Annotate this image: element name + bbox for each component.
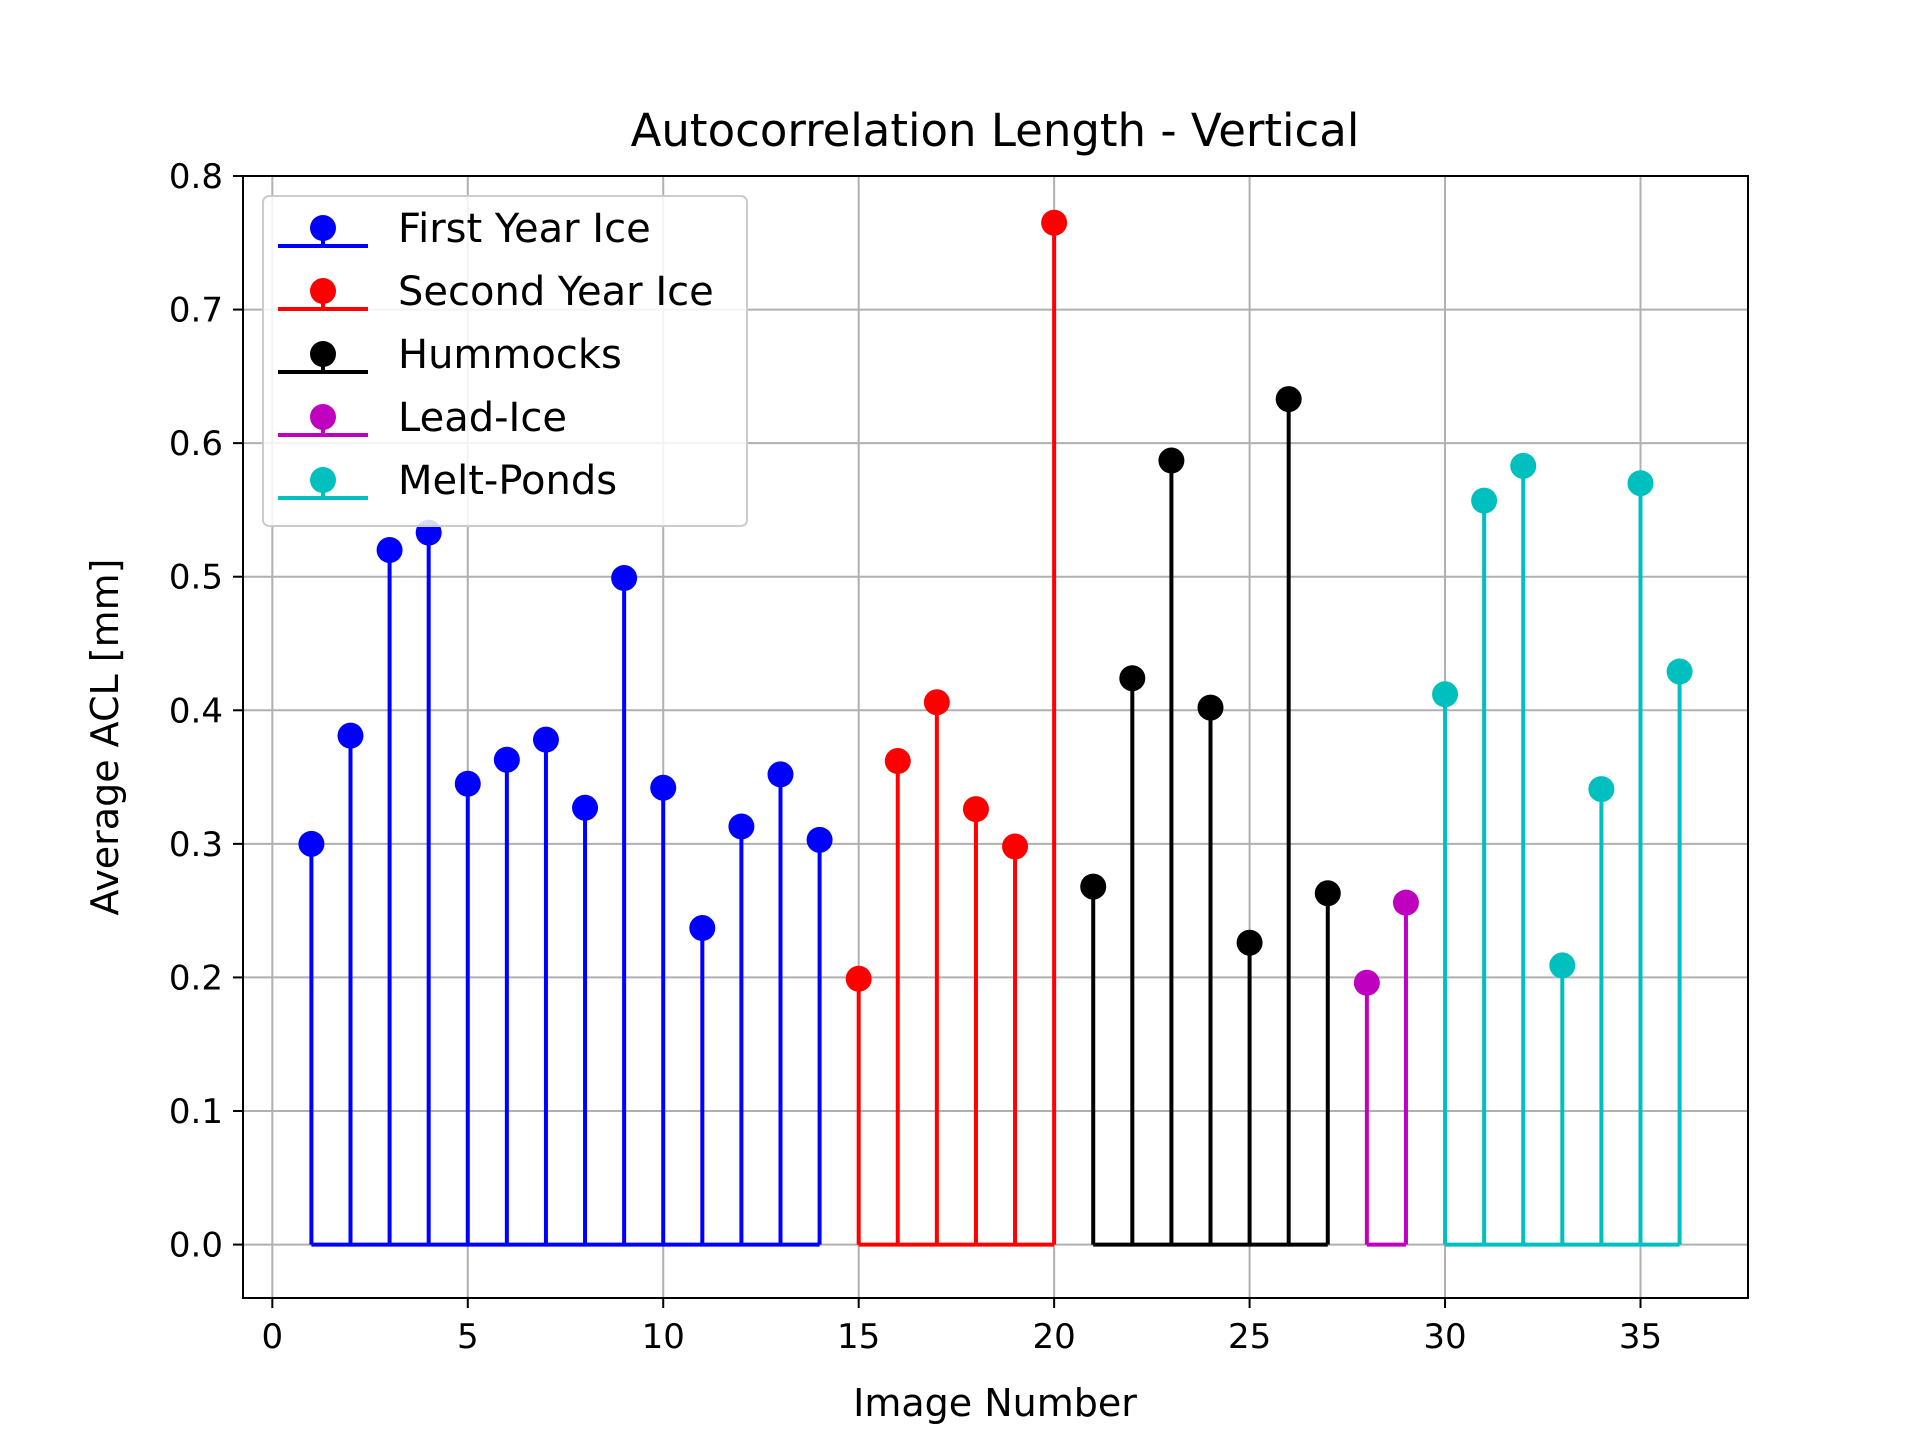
legend-label: Second Year Ice: [398, 269, 714, 315]
stem-marker: [1197, 694, 1224, 721]
stem-marker: [728, 813, 755, 840]
stem-marker: [1275, 386, 1302, 413]
legend-swatch-marker: [310, 278, 336, 304]
stem-marker: [1002, 833, 1029, 860]
stem-marker: [650, 774, 677, 801]
stem-marker: [1666, 658, 1693, 685]
stems: [309, 222, 1682, 1245]
x-tick-label: 15: [837, 1317, 880, 1357]
y-axis-ticks: 0.0 0.1 0.2 0.3 0.4 0.5 0.6 0.7 0.8: [169, 157, 243, 1266]
stem-marker: [376, 537, 403, 563]
legend-label: Lead-Ice: [398, 395, 567, 441]
stem-marker: [1080, 873, 1107, 900]
stem-marker: [298, 830, 325, 857]
y-tick-label: 0.7: [169, 291, 223, 331]
legend-swatch-marker: [310, 215, 336, 241]
stem-marker: [1471, 487, 1498, 514]
y-tick-label: 0.2: [169, 958, 223, 998]
stem-marker: [572, 794, 599, 821]
x-axis-label: Image Number: [853, 1381, 1137, 1425]
stem-marker: [532, 726, 559, 753]
legend-label: First Year Ice: [398, 206, 651, 252]
stem-marker: [337, 722, 364, 749]
y-tick-label: 0.4: [169, 691, 223, 731]
stem-marker: [806, 826, 833, 853]
y-tick-label: 0.0: [169, 1226, 223, 1266]
x-tick-label: 10: [642, 1317, 685, 1357]
stem-marker: [962, 796, 989, 823]
x-tick-label: 25: [1228, 1317, 1271, 1357]
x-tick-label: 30: [1423, 1317, 1466, 1357]
legend-box: [262, 195, 748, 527]
chart-title: Autocorrelation Length - Vertical: [631, 104, 1360, 157]
stem-marker: [611, 565, 638, 592]
stem-marker: [689, 915, 716, 942]
stem-marker: [923, 689, 950, 716]
stem-marker: [1236, 929, 1263, 956]
stem-marker: [454, 770, 481, 797]
stem-marker: [1588, 776, 1615, 803]
legend-swatch-marker: [310, 404, 336, 430]
plot-frame: [242, 175, 1749, 1299]
stem-marker: [1158, 447, 1185, 474]
legend-label: Hummocks: [398, 332, 622, 378]
stem-marker: [1314, 880, 1341, 907]
stem-marker: [493, 746, 520, 773]
x-axis-ticks: 0 5 10 15 20 25 30 35: [261, 1298, 1662, 1357]
legend-swatch-marker: [310, 341, 336, 367]
x-tick-label: 20: [1033, 1317, 1076, 1357]
x-tick-label: 5: [457, 1317, 479, 1357]
stem-marker: [1549, 952, 1576, 979]
y-tick-label: 0.1: [169, 1092, 223, 1132]
stem-marker: [1392, 889, 1419, 916]
stem-marker: [1041, 209, 1068, 236]
stem-marker: [767, 761, 794, 788]
x-tick-label: 0: [261, 1317, 283, 1357]
y-tick-label: 0.6: [169, 424, 223, 464]
y-tick-label: 0.3: [169, 825, 223, 865]
markers: [298, 209, 1693, 996]
legend-swatch-marker: [310, 467, 336, 493]
stem-marker: [845, 965, 872, 992]
legend-label: Melt-Ponds: [398, 458, 617, 504]
stem-marker: [1119, 665, 1146, 692]
y-axis-label: Average ACL [mm]: [83, 559, 127, 916]
stem-marker: [884, 748, 911, 775]
stem-marker: [1432, 681, 1459, 708]
stem-marker: [1627, 470, 1654, 497]
x-tick-label: 35: [1619, 1317, 1662, 1357]
legend: First Year Ice Second Year Ice Hummocks Lea…: [262, 195, 748, 527]
stem-marker: [1353, 969, 1380, 996]
stem-marker: [1510, 452, 1537, 479]
y-tick-label: 0.8: [169, 157, 223, 197]
y-tick-label: 0.5: [169, 558, 223, 598]
